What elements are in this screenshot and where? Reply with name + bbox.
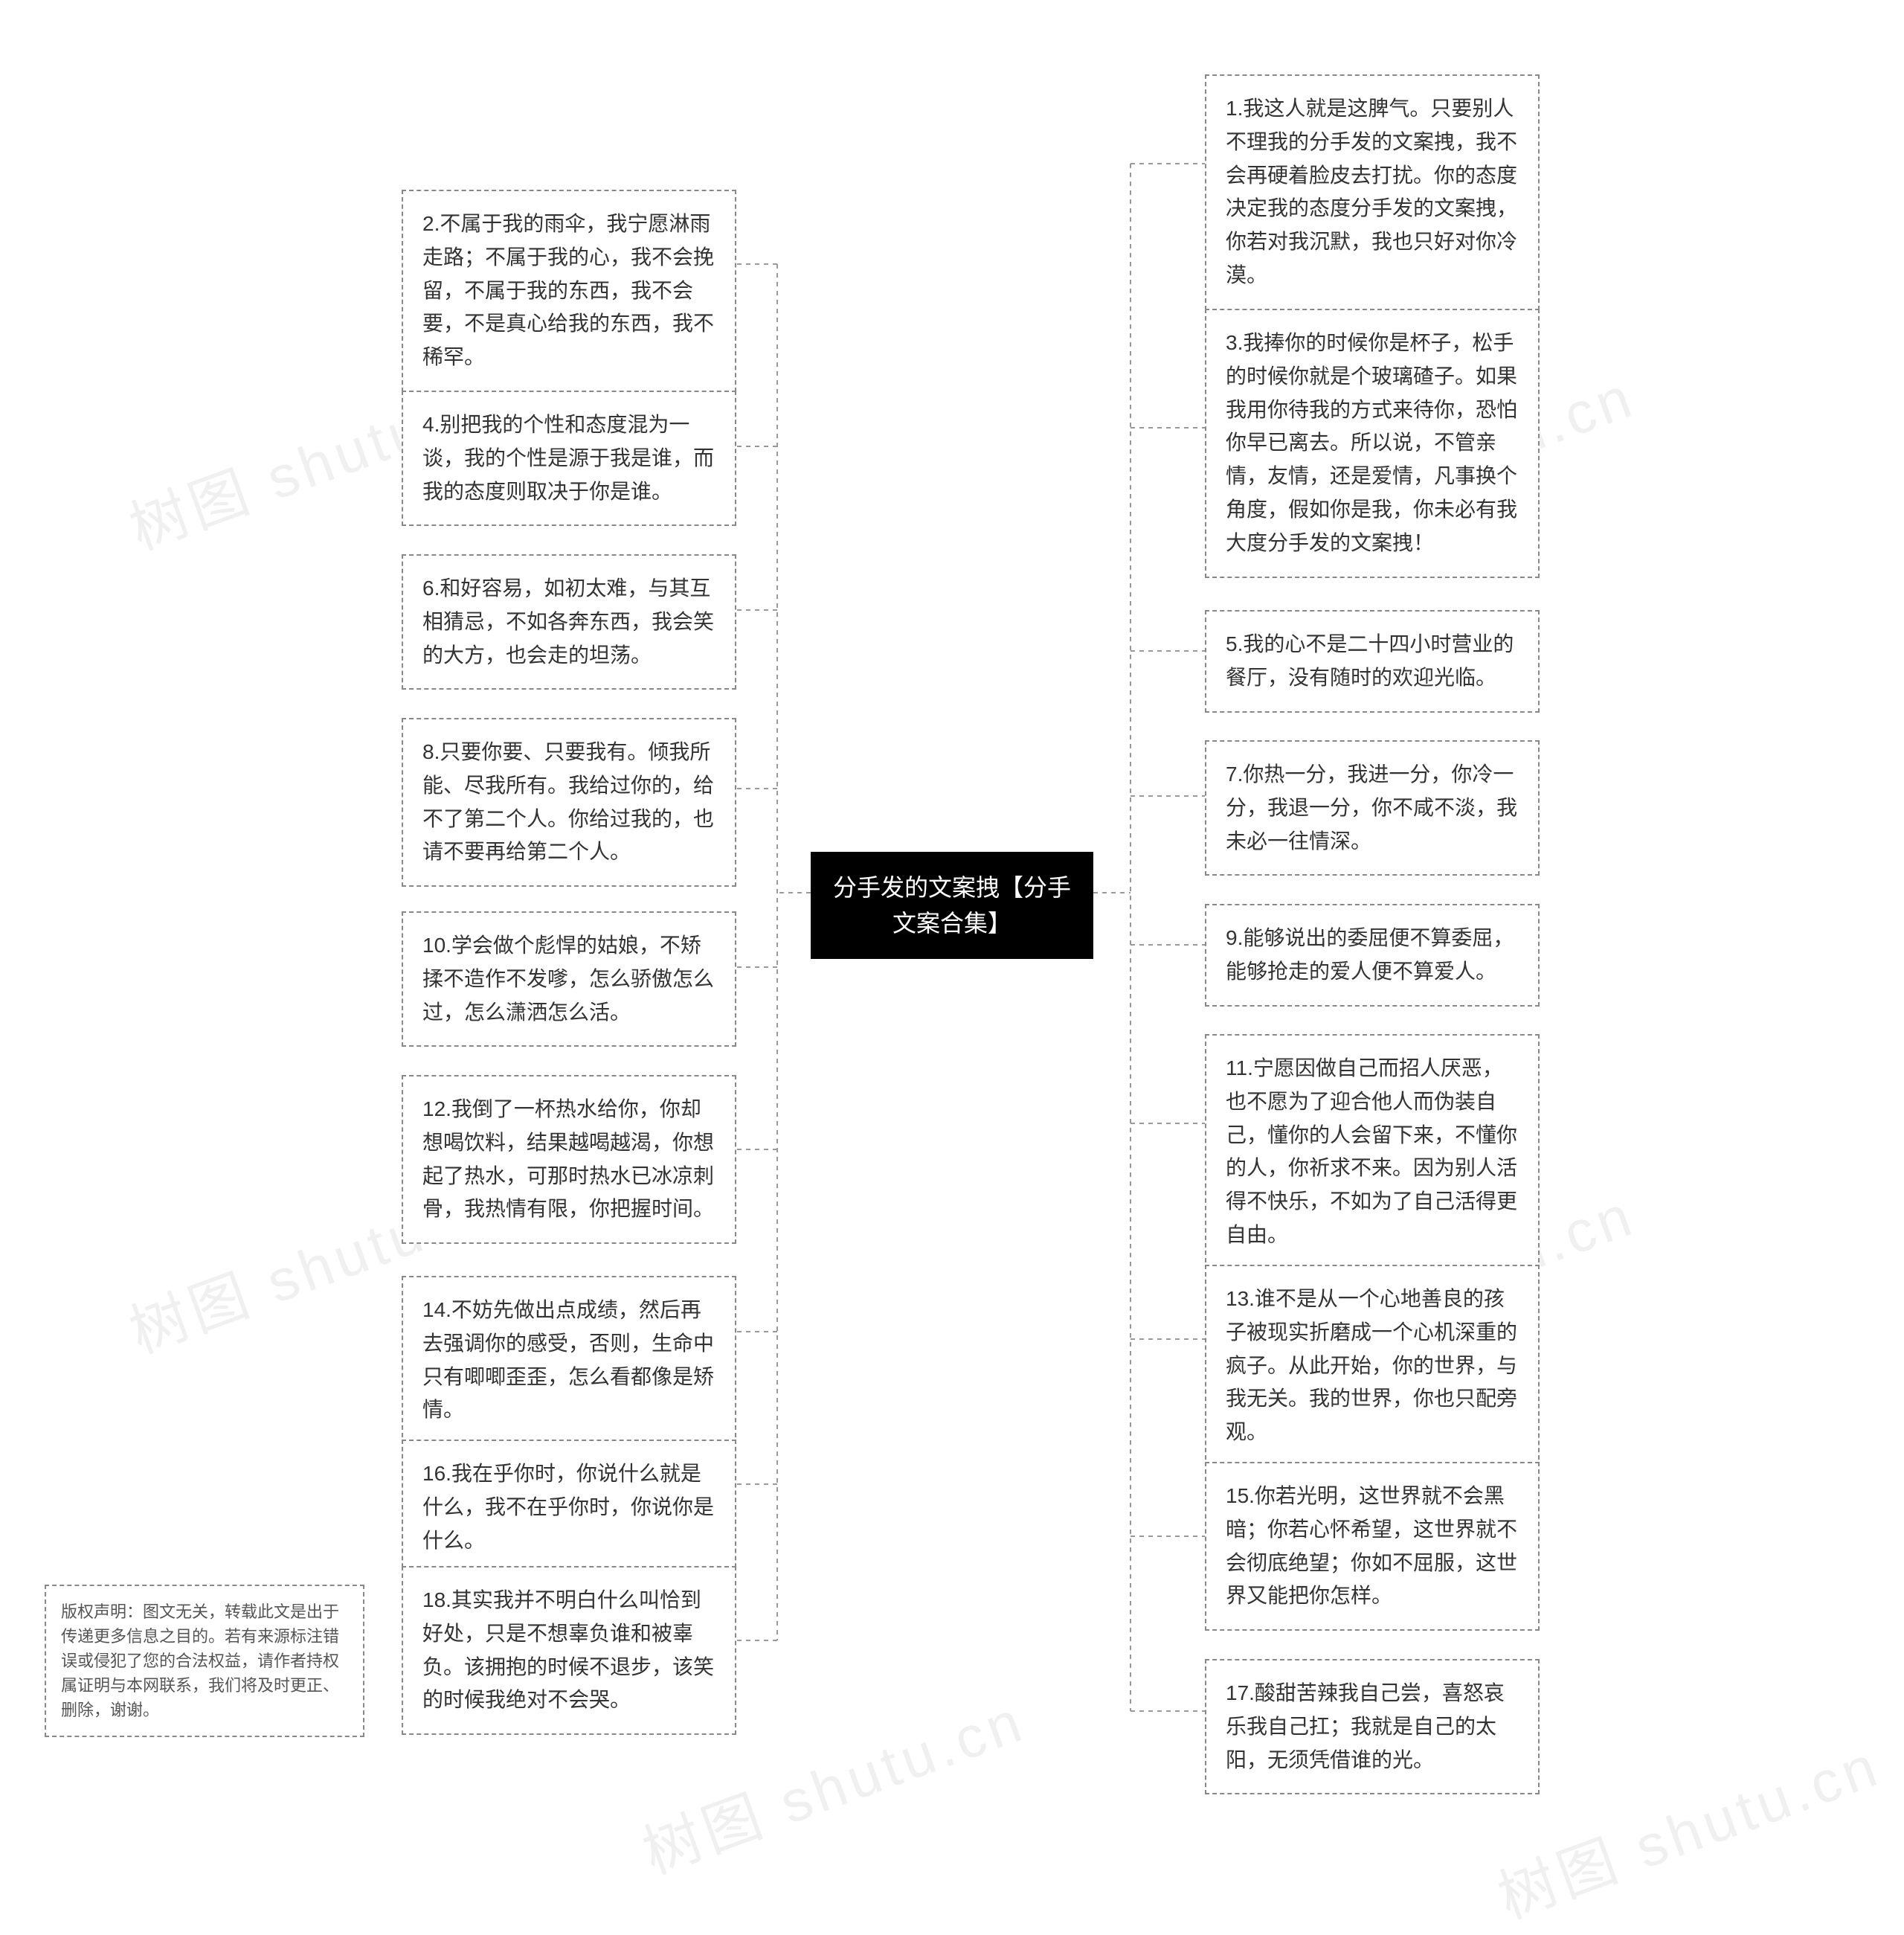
leaf-node-15: 15.你若光明，这世界就不会黑暗；你若心怀希望，这世界就不会彻底绝望；你如不屈服… — [1205, 1462, 1540, 1631]
leaf-node-9: 9.能够说出的委屈便不算委屈，能够抢走的爱人便不算爱人。 — [1205, 904, 1540, 1007]
leaf-node-18: 18.其实我并不明白什么叫恰到好处，只是不想辜负谁和被辜负。该拥抱的时候不退步，… — [402, 1566, 736, 1735]
leaf-node-6: 6.和好容易，如初太难，与其互相猜忌，不如各奔东西，我会笑的大方，也会走的坦荡。 — [402, 554, 736, 690]
mindmap-canvas: 树图 shutu.cn 树图 shutu.cn 树图 shutu.cn 树图 s… — [0, 0, 1904, 1864]
leaf-node-7: 7.你热一分，我进一分，你冷一分，我退一分，你不咸不淡，我未必一往情深。 — [1205, 740, 1540, 876]
leaf-node-14: 14.不妨先做出点成绩，然后再去强调你的感受，否则，生命中只有唧唧歪歪，怎么看都… — [402, 1276, 736, 1445]
leaf-node-1: 1.我这人就是这脾气。只要别人不理我的分手发的文案拽，我不会再硬着脸皮去打扰。你… — [1205, 74, 1540, 310]
leaf-node-2: 2.不属于我的雨伞，我宁愿淋雨走路；不属于我的心，我不会挽留，不属于我的东西，我… — [402, 190, 736, 392]
leaf-node-12: 12.我倒了一杯热水给你，你却想喝饮料，结果越喝越渴，你想起了热水，可那时热水已… — [402, 1075, 736, 1244]
leaf-node-17: 17.酸甜苦辣我自己尝，喜怒哀乐我自己扛；我就是自己的太阳，无须凭借谁的光。 — [1205, 1659, 1540, 1794]
center-node: 分手发的文案拽【分手文案合集】 — [811, 852, 1093, 959]
leaf-node-10: 10.学会做个彪悍的姑娘，不矫揉不造作不发嗲，怎么骄傲怎么过，怎么潇洒怎么活。 — [402, 911, 736, 1047]
leaf-node-3: 3.我捧你的时候你是杯子，松手的时候你就是个玻璃碴子。如果我用你待我的方式来待你… — [1205, 309, 1540, 578]
leaf-node-4: 4.别把我的个性和态度混为一谈，我的个性是源于我是谁，而我的态度则取决于你是谁。 — [402, 391, 736, 526]
leaf-node-8: 8.只要你要、只要我有。倾我所能、尽我所有。我给过你的，给不了第二个人。你给过我… — [402, 718, 736, 887]
leaf-node-11: 11.宁愿因做自己而招人厌恶，也不愿为了迎合他人而伪装自己，懂你的人会留下来，不… — [1205, 1034, 1540, 1270]
copyright-note: 版权声明：图文无关，转载此文是出于传递更多信息之目的。若有来源标注错误或侵犯了您… — [45, 1585, 364, 1737]
leaf-node-5: 5.我的心不是二十四小时营业的餐厅，没有随时的欢迎光临。 — [1205, 610, 1540, 713]
leaf-node-13: 13.谁不是从一个心地善良的孩子被现实折磨成一个心机深重的疯子。从此开始，你的世… — [1205, 1265, 1540, 1467]
watermark: 树图 shutu.cn — [1485, 1719, 1890, 1934]
leaf-node-16: 16.我在乎你时，你说什么就是什么，我不在乎你时，你说你是什么。 — [402, 1440, 736, 1575]
